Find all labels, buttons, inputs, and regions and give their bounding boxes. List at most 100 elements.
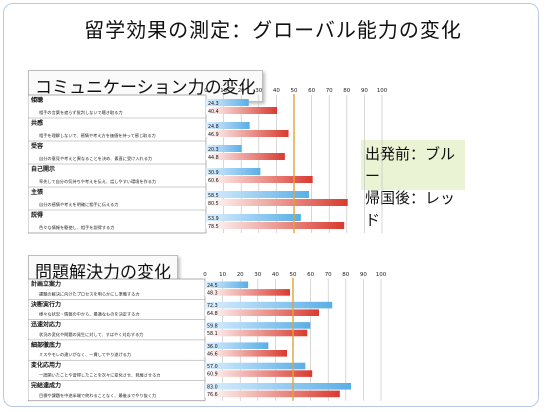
value-label-after: 60.6 bbox=[208, 178, 219, 184]
tick-label: 0 bbox=[204, 88, 208, 94]
value-label-before: 53.9 bbox=[208, 216, 219, 222]
problem-solving-chart: 0 10 20 30 40 50 60 70 80 90 100 計画立案力 課題の解決に向けたプロセス… bbox=[28, 270, 388, 402]
bar-after bbox=[206, 153, 285, 160]
tick-label: 30 bbox=[255, 88, 262, 94]
category-desc: 一度開いたことや習得したことを次々に変化させ、発展させる力 bbox=[39, 372, 160, 379]
tick-label: 60 bbox=[307, 272, 314, 278]
tick-label: 100 bbox=[376, 272, 387, 278]
value-label-before: 24.8 bbox=[208, 124, 219, 130]
category-desc: 率先して自分の気持ちや考えを伝え、話しやすい環境を作る力 bbox=[39, 178, 156, 185]
bar-after bbox=[205, 370, 313, 377]
category-name: 細部徹底力 bbox=[31, 341, 61, 349]
value-label-before: 72.3 bbox=[207, 303, 218, 309]
communication-chart: 0 10 20 30 40 50 60 70 80 90 100 傾聴相手の言葉を遮らず批判しないで聴… bbox=[28, 86, 388, 234]
tick-label: 30 bbox=[254, 272, 261, 278]
value-label-before: 59.8 bbox=[207, 324, 218, 330]
category-desc: 目標や課題を中途半端で終わることなく、最後までやり抜く力 bbox=[39, 392, 156, 399]
category-desc: ミスやモレの違いがなく、一貫してやり遂げる力 bbox=[39, 351, 131, 358]
category-desc: 相手を理解しないで、感情や考え方を価値を持って感じ取る力 bbox=[39, 132, 156, 139]
value-label-after: 60.9 bbox=[207, 372, 218, 378]
value-label-after: 78.5 bbox=[208, 224, 219, 230]
bar-after bbox=[205, 329, 308, 337]
bar-before bbox=[206, 122, 250, 129]
category-desc: 相手の言葉を遮らず批判しないで聴き取る力 bbox=[39, 109, 123, 116]
category-name: 完結達成力 bbox=[30, 382, 61, 390]
category-desc: 自分の意見や考えと異なることを決め、素直に受け入れる力 bbox=[39, 155, 152, 162]
slide-title: 留学効果の測定：グローバル能力の変化 bbox=[84, 18, 462, 42]
tick-label: 40 bbox=[272, 272, 279, 278]
value-label-before: 57.0 bbox=[207, 364, 218, 370]
category-desc: 課題の解決に向けたプロセスを明らかにし準備する力 bbox=[39, 290, 140, 297]
category-desc: 自分の感情や考えを明確に相手に伝える力 bbox=[39, 201, 118, 208]
bar-before bbox=[205, 301, 333, 309]
communication-chart-svg: 0 10 20 30 40 50 60 70 80 90 100 傾聴相手の言葉を遮らず批判しないで聴… bbox=[28, 88, 388, 234]
tick-label: 50 bbox=[290, 272, 297, 278]
tick-label: 80 bbox=[342, 272, 349, 278]
tick-label: 10 bbox=[219, 272, 226, 278]
value-label-after: 48.3 bbox=[207, 291, 218, 297]
tick-label: 20 bbox=[237, 272, 244, 278]
category-name: 主張 bbox=[31, 188, 44, 196]
value-label-before: 36.0 bbox=[207, 344, 218, 350]
value-label-before: 24.3 bbox=[208, 101, 219, 107]
value-label-after: 80.5 bbox=[208, 201, 219, 207]
value-label-before: 20.3 bbox=[208, 147, 219, 153]
bar-after bbox=[206, 107, 278, 114]
category-name: 迅速対応力 bbox=[31, 321, 61, 329]
bar-after bbox=[206, 176, 313, 183]
bar-before bbox=[206, 191, 309, 198]
value-label-after: 64.8 bbox=[207, 311, 218, 317]
tick-label: 50 bbox=[291, 88, 298, 94]
tick-label: 100 bbox=[377, 88, 388, 94]
value-label-before: 24.5 bbox=[207, 283, 218, 289]
bar-after bbox=[205, 390, 340, 398]
category-name: 傾聴 bbox=[30, 96, 43, 104]
bar-after bbox=[206, 199, 348, 206]
tick-label: 40 bbox=[273, 88, 280, 94]
category-name: 自己開示 bbox=[31, 165, 55, 173]
bar-after bbox=[205, 309, 320, 316]
value-label-before: 58.5 bbox=[208, 193, 219, 199]
legend-after: 帰国後：レッド bbox=[365, 189, 456, 229]
bar-after bbox=[205, 289, 291, 296]
tick-label: 70 bbox=[326, 88, 333, 94]
bar-before bbox=[205, 383, 352, 390]
value-label-after: 76.6 bbox=[207, 392, 218, 398]
tick-label: 20 bbox=[238, 88, 245, 94]
tick-label: 90 bbox=[361, 88, 368, 94]
tick-label: 60 bbox=[308, 88, 315, 94]
value-label-after: 46.6 bbox=[207, 351, 218, 357]
tick-label: 0 bbox=[203, 272, 207, 278]
bar-before bbox=[206, 214, 301, 221]
category-name: 共感 bbox=[31, 119, 43, 127]
bar-before bbox=[205, 342, 269, 349]
bar-before bbox=[205, 362, 306, 370]
bar-before bbox=[205, 281, 249, 289]
legend-before: 出発前：ブルー bbox=[365, 145, 456, 185]
category-name: 受容 bbox=[31, 142, 43, 150]
bar-after bbox=[206, 130, 289, 137]
category-desc: 様々な状況・情報の中から、最適なものを決定する力 bbox=[39, 311, 140, 318]
category-desc: 状況の変化や問題の発生に対して、すばやく対応する力 bbox=[39, 331, 143, 338]
tick-label: 80 bbox=[343, 88, 350, 94]
problem-solving-chart-svg: 0 10 20 30 40 50 60 70 80 90 100 計画立案力課題の解決に向けたプロセス… bbox=[28, 272, 387, 402]
category-name: 説得 bbox=[31, 211, 43, 219]
bar-before bbox=[205, 322, 311, 329]
bar-after bbox=[206, 222, 345, 229]
bar-before bbox=[206, 99, 249, 106]
bar-before bbox=[206, 145, 242, 152]
value-label-before: 83.0 bbox=[207, 384, 218, 390]
bar-before bbox=[206, 168, 261, 175]
value-label-after: 44.8 bbox=[208, 155, 219, 161]
value-label-after: 58.1 bbox=[207, 331, 218, 337]
tick-label: 70 bbox=[325, 272, 332, 278]
category-name: 変化応用力 bbox=[30, 361, 61, 369]
value-label-after: 46.9 bbox=[208, 132, 219, 138]
value-label-before: 30.9 bbox=[208, 170, 219, 176]
bar-after bbox=[205, 350, 288, 357]
value-label-after: 40.4 bbox=[208, 109, 219, 115]
category-desc: 色々な情報を駆使し、相手を説得する力 bbox=[39, 224, 114, 231]
tick-label: 10 bbox=[220, 88, 227, 94]
legend-box: 出発前：ブルー 帰国後：レッド bbox=[361, 140, 465, 229]
